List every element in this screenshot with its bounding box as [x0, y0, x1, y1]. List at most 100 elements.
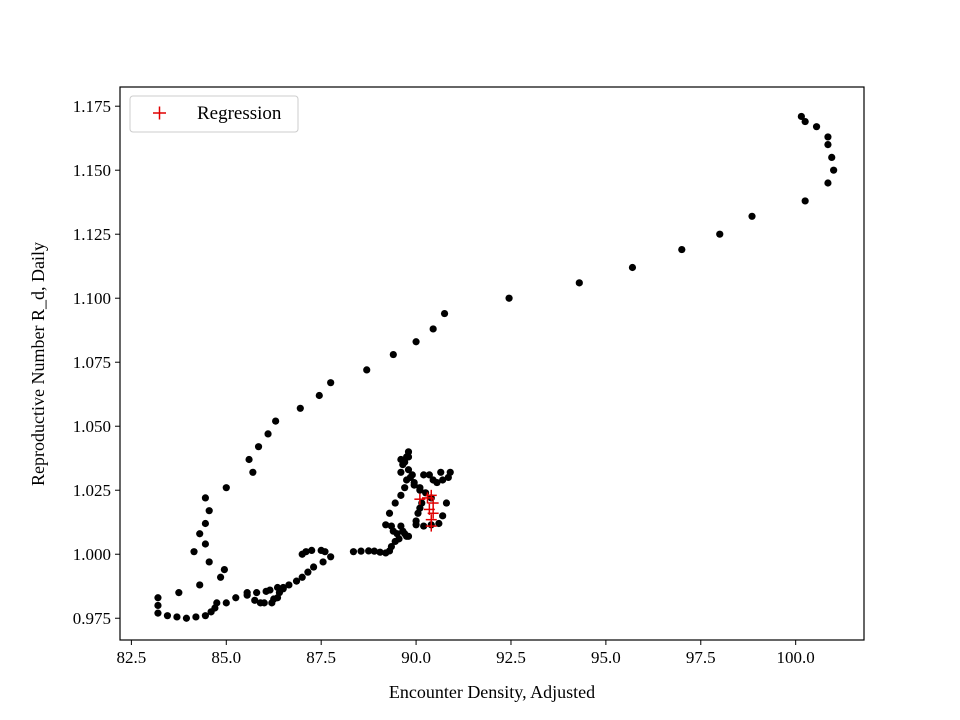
- data-point: [391, 499, 399, 507]
- legend-marker-regression: [153, 106, 166, 120]
- data-point: [304, 568, 312, 576]
- legend-label-regression: Regression: [197, 103, 282, 124]
- data-point: [243, 589, 251, 597]
- data-point: [420, 522, 428, 530]
- x-tick-label: 87.5: [306, 648, 336, 667]
- data-point: [308, 546, 316, 554]
- data-point: [397, 468, 405, 476]
- y-tick-label: 1.150: [73, 161, 111, 180]
- plot-background: [120, 87, 864, 640]
- y-tick-label: 1.125: [73, 225, 111, 244]
- data-point: [292, 577, 301, 585]
- data-point: [266, 586, 274, 594]
- data-point: [220, 565, 228, 574]
- data-point: [748, 212, 756, 220]
- regression-point: [427, 507, 439, 519]
- data-point: [163, 612, 172, 620]
- data-point: [285, 581, 293, 589]
- data-point: [245, 455, 253, 464]
- y-tick-label: 0.975: [73, 609, 111, 628]
- data-point: [397, 522, 405, 530]
- data-point: [296, 404, 304, 412]
- series-0: [154, 112, 838, 622]
- data-point: [253, 589, 261, 597]
- regression-point: [414, 493, 426, 505]
- data-point: [264, 430, 272, 438]
- legend: Regression: [129, 95, 299, 133]
- data-point: [213, 599, 221, 607]
- data-point: [327, 553, 335, 561]
- data-point: [365, 547, 373, 555]
- data-point: [201, 612, 210, 620]
- data-point: [196, 530, 204, 538]
- x-tick-label: 82.5: [117, 648, 147, 667]
- data-point: [410, 481, 418, 489]
- data-point: [175, 589, 183, 597]
- data-point: [298, 573, 306, 581]
- data-point: [205, 507, 213, 515]
- data-point: [425, 471, 433, 479]
- series-1-regression: [414, 489, 439, 532]
- y-tick-label: 1.025: [73, 481, 111, 500]
- x-tick-label: 92.5: [496, 648, 526, 667]
- data-point: [812, 123, 821, 131]
- data-point: [182, 614, 191, 622]
- data-point: [429, 476, 437, 484]
- x-tick-label: 85.0: [211, 648, 241, 667]
- x-axis-label: Encounter Density, Adjusted: [389, 682, 595, 702]
- data-point: [254, 443, 263, 451]
- data-point: [201, 540, 210, 548]
- data-point: [797, 112, 805, 121]
- data-point: [412, 521, 420, 529]
- data-point: [628, 263, 637, 272]
- data-point: [828, 153, 836, 162]
- data-point: [363, 366, 371, 374]
- data-point: [349, 548, 358, 556]
- data-point: [385, 509, 394, 517]
- data-point: [327, 379, 335, 387]
- data-point: [302, 548, 310, 556]
- data-point: [279, 585, 287, 593]
- x-tick-label: 95.0: [591, 648, 621, 667]
- data-point: [387, 522, 396, 530]
- data-point: [309, 563, 318, 571]
- data-point: [437, 468, 445, 476]
- x-axis-ticks: 82.5 85.0 87.5 90.0 92.5 95.0 97.5 100.0: [117, 640, 815, 667]
- data-point: [393, 530, 401, 538]
- data-point: [824, 133, 832, 141]
- data-point: [154, 609, 162, 617]
- data-point: [154, 594, 162, 602]
- data-point: [401, 484, 409, 492]
- y-tick-label: 1.075: [73, 353, 111, 372]
- data-point: [192, 613, 200, 621]
- data-point: [824, 141, 832, 149]
- data-point: [435, 519, 443, 528]
- legend-box: [129, 95, 299, 133]
- plot-frame: [119, 86, 865, 641]
- data-point: [801, 197, 809, 205]
- data-point: [387, 542, 396, 551]
- data-point: [439, 476, 447, 484]
- data-point: [716, 230, 724, 238]
- data-marks: [154, 112, 838, 622]
- data-point: [201, 519, 210, 528]
- data-point: [370, 547, 378, 555]
- data-point: [196, 581, 204, 589]
- data-point: [414, 509, 422, 517]
- data-point: [389, 350, 397, 359]
- data-point: [190, 548, 198, 556]
- y-axis-label: Reproductive Number R_d, Daily: [28, 242, 48, 486]
- y-axis-ticks: 0.975 1.000 1.025 1.050 1.075 1.100 1.125 1.150…: [73, 97, 120, 628]
- regression-point: [425, 489, 437, 501]
- data-point: [420, 471, 428, 479]
- data-point: [216, 573, 225, 581]
- data-point: [830, 166, 838, 174]
- regression-point: [427, 497, 439, 509]
- data-point: [222, 599, 230, 607]
- data-point: [402, 532, 411, 540]
- x-tick-label: 100.0: [777, 648, 815, 667]
- data-point: [319, 558, 327, 566]
- data-point: [801, 117, 809, 126]
- data-point: [315, 391, 323, 400]
- data-point: [416, 486, 424, 494]
